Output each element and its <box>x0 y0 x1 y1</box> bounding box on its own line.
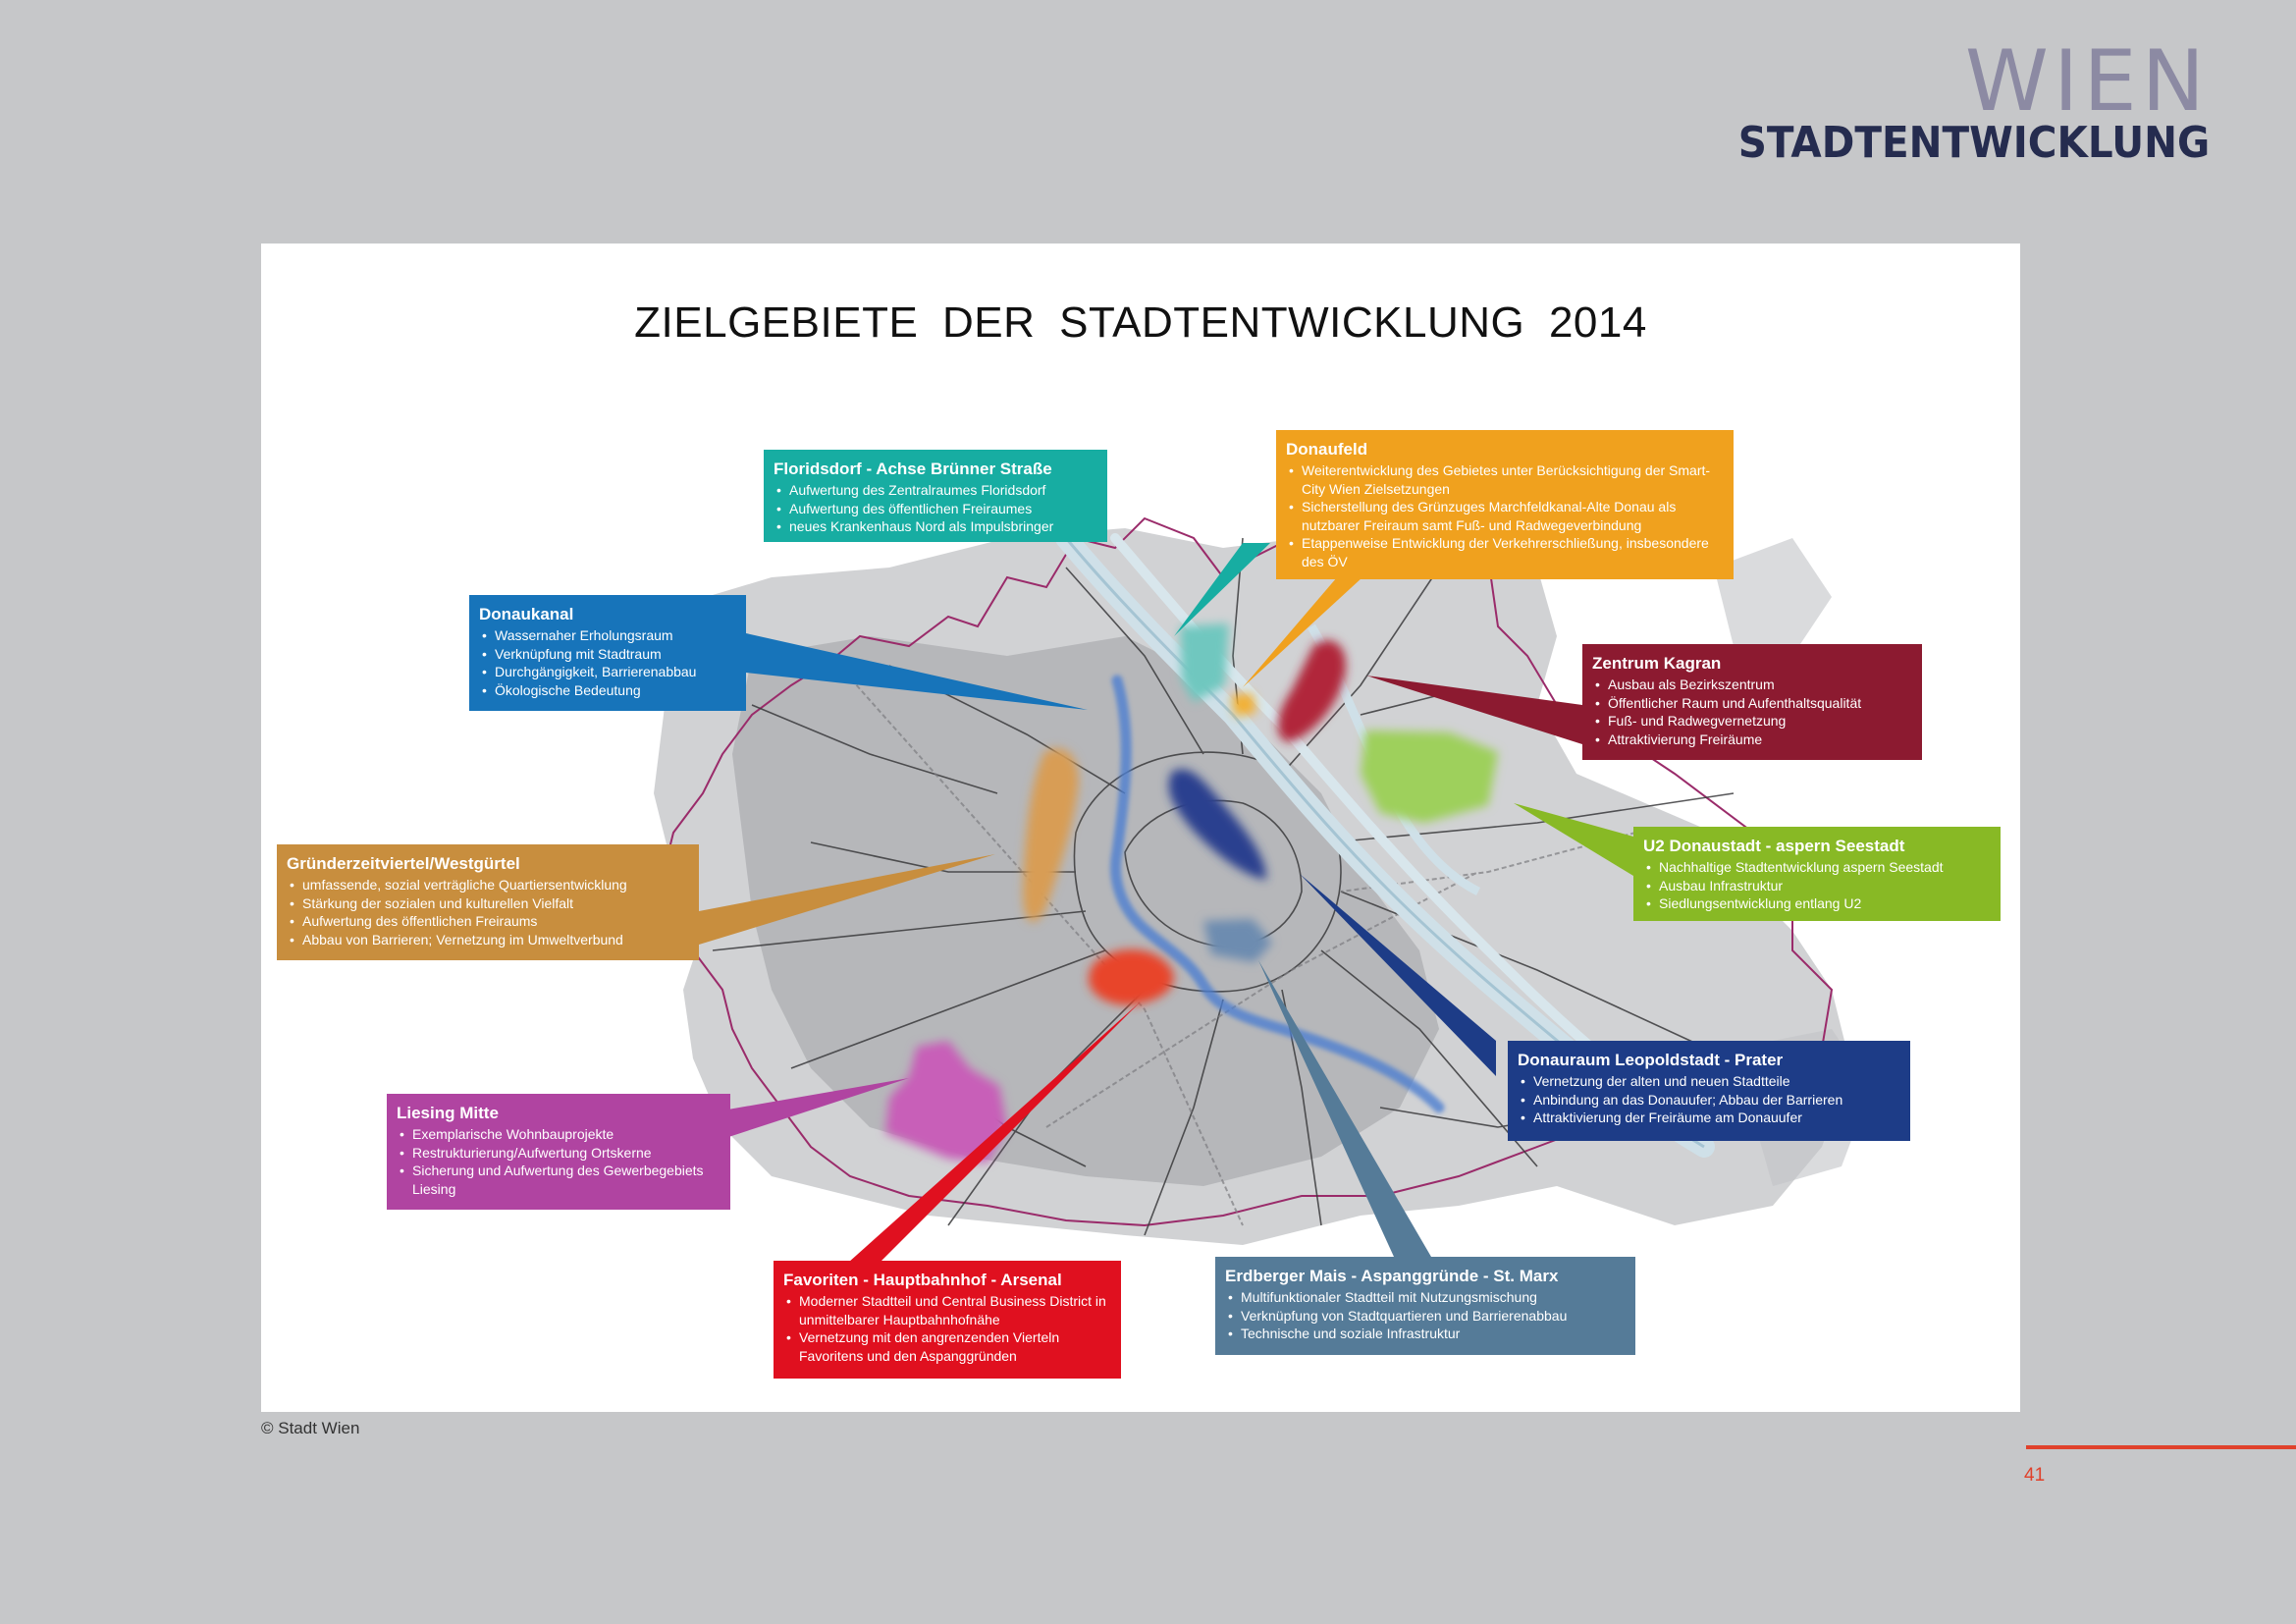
callout-item: Aufwertung des öffentlichen Freiraums <box>290 912 689 931</box>
callout-favoriten: Favoriten - Hauptbahnhof - Arsenal Moder… <box>774 1261 1121 1379</box>
callout-item: neues Krankenhaus Nord als Impulsbringer <box>776 517 1097 536</box>
callout-title: Zentrum Kagran <box>1592 654 1722 673</box>
callout-item: Aufwertung des öffentlichen Freiraumes <box>776 500 1097 518</box>
pointer-gruenderzeit <box>699 854 995 945</box>
callout-pointers <box>699 543 1633 1263</box>
callout-item: Technische und soziale Infrastruktur <box>1228 1325 1626 1343</box>
area-favoriten <box>1088 948 1174 1005</box>
callout-item: Abbau von Barrieren; Vernetzung im Umwel… <box>290 931 689 949</box>
page-number: 41 <box>2024 1465 2046 1486</box>
pointer-erdberg <box>1258 960 1431 1257</box>
callout-item: Wassernaher Erholungsraum <box>482 626 736 645</box>
area-floridsdorf <box>1180 623 1229 702</box>
callout-item: Fuß- und Radwegvernetzung <box>1595 712 1912 731</box>
callout-item: Siedlungsentwicklung entlang U2 <box>1646 894 1991 913</box>
area-donaufeld <box>1231 693 1256 717</box>
callout-title: Erdberger Mais - Aspanggründe - St. Marx <box>1225 1267 1559 1285</box>
area-kagran <box>1277 640 1347 742</box>
callout-title: Donaukanal <box>479 605 574 623</box>
brand-wien: WIEN <box>1964 32 2210 131</box>
callout-item: Verknüpfung von Stadtquartieren und Barr… <box>1228 1307 1626 1326</box>
brand-subtitle: STADTENTWICKLUNG <box>1737 118 2210 168</box>
callout-liesing: Liesing Mitte Exemplarische Wohnbauproje… <box>387 1094 730 1210</box>
callout-gruenderzeit: Gründerzeitviertel/Westgürtel umfassende… <box>277 844 699 960</box>
pointer-floridsdorf <box>1174 543 1270 636</box>
callout-title: Liesing Mitte <box>397 1104 499 1122</box>
callout-item: Ausbau als Bezirkszentrum <box>1595 676 1912 694</box>
callout-title: Gründerzeitviertel/Westgürtel <box>287 854 520 873</box>
callout-donaufeld: Donaufeld Weiterentwicklung des Gebietes… <box>1276 430 1734 579</box>
callout-item: Nachhaltige Stadtentwicklung aspern Sees… <box>1646 858 1991 877</box>
callout-title: U2 Donaustadt - aspern Seestadt <box>1643 837 1905 855</box>
callout-item: Moderner Stadtteil und Central Business … <box>786 1292 1111 1328</box>
callout-item: Sicherstellung des Grünzuges Marchfeldka… <box>1289 498 1724 534</box>
danube-canal <box>1110 675 1445 1113</box>
callout-item: Durchgängigkeit, Barrierenabbau <box>482 663 736 681</box>
callout-item: Exemplarische Wohnbauprojekte <box>400 1125 721 1144</box>
callout-erdberg: Erdberger Mais - Aspanggründe - St. Marx… <box>1215 1257 1635 1355</box>
city-boundary <box>662 516 1834 1227</box>
pointer-donaukanal <box>746 633 1088 710</box>
area-seestadt <box>1361 731 1498 823</box>
callout-item: Restrukturierung/Aufwertung Ortskerne <box>400 1144 721 1163</box>
page-divider <box>2026 1445 2296 1449</box>
callout-item: umfassende, sozial verträgliche Quartier… <box>290 876 689 894</box>
callout-title: Floridsdorf - Achse Brünner Straße <box>774 460 1052 478</box>
map-title: ZIELGEBIETE DER STADTENTWICKLUNG 2014 <box>634 298 1647 347</box>
callout-item: Multifunktionaler Stadtteil mit Nutzungs… <box>1228 1288 1626 1307</box>
callout-item: Vernetzung mit den angrenzenden Vierteln… <box>786 1328 1111 1365</box>
callout-title: Favoriten - Hauptbahnhof - Arsenal <box>783 1271 1062 1289</box>
target-areas <box>885 623 1498 1163</box>
area-erdberg <box>1203 919 1272 962</box>
copyright-notice: © Stadt Wien <box>261 1419 360 1437</box>
callout-leopoldstadt: Donauraum Leopoldstadt - Prater Vernetzu… <box>1508 1041 1910 1141</box>
callout-item: Öffentlicher Raum und Aufenthaltsqualitä… <box>1595 694 1912 713</box>
pointer-seestadt <box>1514 803 1633 876</box>
callout-title: Donaufeld <box>1286 440 1368 459</box>
callout-item: Ökologische Bedeutung <box>482 681 736 700</box>
area-liesing <box>885 1041 1007 1163</box>
callout-item: Aufwertung des Zentralraumes Floridsdorf <box>776 481 1097 500</box>
callout-donaukanal: Donaukanal Wassernaher Erholungsraum Ver… <box>469 595 746 711</box>
callout-item: Anbindung an das Donauufer; Abbau der Ba… <box>1521 1091 1900 1110</box>
callout-item: Stärkung der sozialen und kulturellen Vi… <box>290 894 689 913</box>
callout-kagran: Zentrum Kagran Ausbau als Bezirkszentrum… <box>1582 644 1922 760</box>
callout-item: Attraktivierung der Freiräume am Donauuf… <box>1521 1109 1900 1127</box>
brand-logo: WIEN STADTENTWICKLUNG <box>1697 39 2210 165</box>
callout-item: Etappenweise Entwicklung der Verkehrersc… <box>1289 534 1724 570</box>
area-leopoldstadt <box>1168 769 1267 880</box>
callout-item: Weiterentwicklung des Gebietes unter Ber… <box>1289 461 1724 498</box>
callout-title: Donauraum Leopoldstadt - Prater <box>1518 1051 1784 1069</box>
callout-item: Attraktivierung Freiräume <box>1595 731 1912 749</box>
pointer-liesing <box>717 1078 909 1141</box>
pointer-leopoldstadt <box>1300 874 1496 1076</box>
callout-item: Verknüpfung mit Stadtraum <box>482 645 736 664</box>
callout-floridsdorf: Floridsdorf - Achse Brünner Straße Aufwe… <box>764 450 1107 542</box>
pointer-donaufeld <box>1243 577 1362 687</box>
callout-item: Vernetzung der alten und neuen Stadtteil… <box>1521 1072 1900 1091</box>
callout-item: Sicherung und Aufwertung des Gewerbegebi… <box>400 1162 721 1198</box>
callout-item: Ausbau Infrastruktur <box>1646 877 1991 895</box>
callout-seestadt: U2 Donaustadt - aspern Seestadt Nachhalt… <box>1633 827 2001 921</box>
area-gruenderzeit <box>1023 748 1079 922</box>
map-panel: ZIELGEBIETE DER STADTENTWICKLUNG 2014 Fl… <box>261 244 2020 1412</box>
pointer-kagran <box>1366 676 1582 744</box>
pointer-favoriten <box>848 1001 1141 1263</box>
